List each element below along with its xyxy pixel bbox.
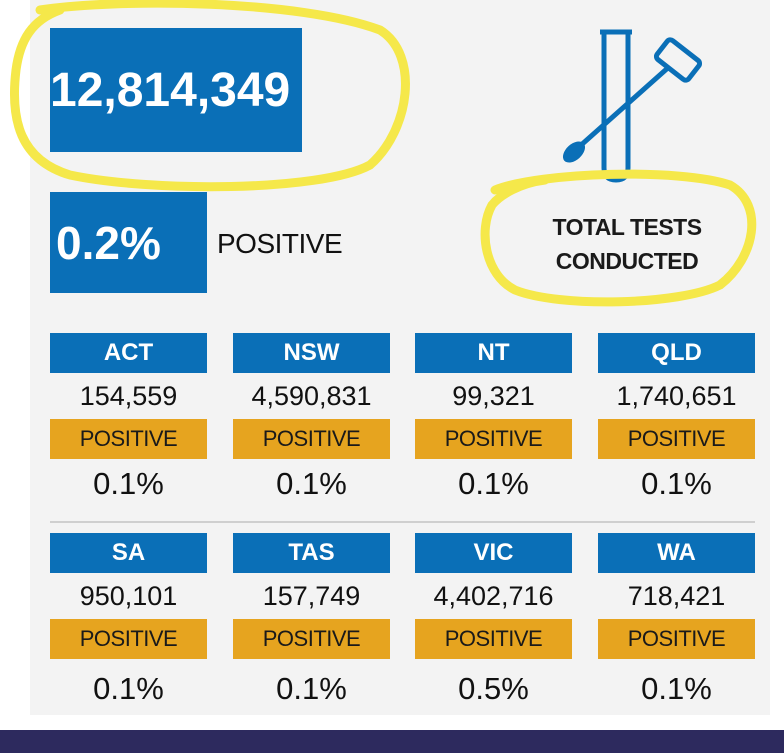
state-name: NSW bbox=[233, 333, 390, 373]
state-card-nt: NT 99,321 POSITIVE 0.1% bbox=[415, 333, 572, 509]
state-positive-value: 0.1% bbox=[276, 671, 347, 706]
positive-percent-box: 0.2% bbox=[50, 192, 207, 293]
state-card-act: ACT 154,559 POSITIVE 0.1% bbox=[50, 333, 207, 509]
state-tests: 157,749 bbox=[262, 580, 361, 611]
state-positive-value: 0.1% bbox=[276, 466, 347, 501]
state-card-tas: TAS 157,749 POSITIVE 0.1% bbox=[233, 533, 390, 719]
state-positive-label: POSITIVE bbox=[50, 419, 207, 459]
state-positive-value: 0.5% bbox=[458, 671, 529, 706]
state-positive-label: POSITIVE bbox=[415, 419, 572, 459]
state-tests: 1,740,651 bbox=[616, 380, 737, 411]
state-card-vic: VIC 4,402,716 POSITIVE 0.5% bbox=[415, 533, 572, 719]
total-tests-value: 12,814,349 bbox=[50, 63, 291, 117]
state-card-nsw: NSW 4,590,831 POSITIVE 0.1% bbox=[233, 333, 390, 509]
state-name: WA bbox=[598, 533, 755, 573]
test-tube-swab-icon bbox=[562, 29, 703, 183]
state-tests: 99,321 bbox=[452, 380, 535, 411]
total-tests-label-line2: CONDUCTED bbox=[555, 248, 699, 274]
state-positive-value: 0.1% bbox=[93, 671, 164, 706]
state-card-qld: QLD 1,740,651 POSITIVE 0.1% bbox=[598, 333, 755, 509]
footer-bar bbox=[0, 730, 784, 753]
state-tests: 950,101 bbox=[79, 580, 178, 611]
total-tests-label-line1: TOTAL TESTS bbox=[552, 214, 702, 240]
state-positive-label: POSITIVE bbox=[415, 619, 572, 659]
state-positive-value: 0.1% bbox=[641, 466, 712, 501]
state-positive-value: 0.1% bbox=[93, 466, 164, 501]
state-positive-value: 0.1% bbox=[641, 671, 712, 706]
positive-label: POSITIVE bbox=[217, 228, 343, 259]
state-tests: 4,402,716 bbox=[433, 580, 554, 611]
state-positive-label: POSITIVE bbox=[598, 419, 755, 459]
state-name: ACT bbox=[50, 333, 207, 373]
state-positive-label: POSITIVE bbox=[50, 619, 207, 659]
positive-percent-value: 0.2% bbox=[56, 216, 161, 269]
state-name: VIC bbox=[415, 533, 572, 573]
state-tests: 4,590,831 bbox=[251, 380, 372, 411]
state-tests: 154,559 bbox=[79, 380, 178, 411]
state-name: QLD bbox=[598, 333, 755, 373]
state-name: TAS bbox=[233, 533, 390, 573]
state-positive-label: POSITIVE bbox=[598, 619, 755, 659]
state-name: SA bbox=[50, 533, 207, 573]
state-positive-label: POSITIVE bbox=[233, 419, 390, 459]
row-divider bbox=[50, 521, 755, 523]
total-tests-label: TOTAL TESTS CONDUCTED bbox=[527, 210, 727, 278]
total-tests-box: 12,814,349 bbox=[50, 28, 302, 152]
state-card-wa: WA 718,421 POSITIVE 0.1% bbox=[598, 533, 755, 719]
state-card-sa: SA 950,101 POSITIVE 0.1% bbox=[50, 533, 207, 719]
state-positive-value: 0.1% bbox=[458, 466, 529, 501]
state-positive-label: POSITIVE bbox=[233, 619, 390, 659]
state-tests: 718,421 bbox=[627, 580, 726, 611]
state-name: NT bbox=[415, 333, 572, 373]
